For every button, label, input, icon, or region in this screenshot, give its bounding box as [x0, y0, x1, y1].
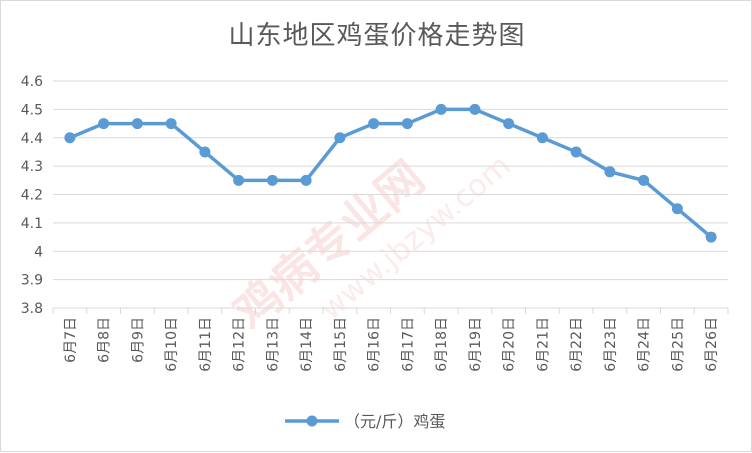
x-tick-label: 6月21日: [535, 317, 551, 372]
data-point: [503, 118, 515, 130]
data-point: [266, 174, 278, 186]
x-tick-label: 6月17日: [400, 317, 416, 372]
x-tick-label: 6月9日: [130, 317, 146, 363]
y-tick-label: 4.4: [21, 131, 43, 147]
x-tick-label: 6月7日: [63, 317, 79, 363]
legend-marker: [306, 415, 318, 427]
x-tick-label: 6月15日: [333, 317, 349, 372]
y-tick-label: 4.1: [21, 216, 43, 232]
x-tick-label: 6月18日: [434, 317, 450, 372]
x-tick-label: 6月8日: [97, 317, 113, 363]
data-point: [604, 166, 616, 178]
series-layer: [64, 103, 717, 243]
data-point: [671, 203, 683, 215]
data-point: [536, 132, 548, 144]
data-point: [570, 146, 582, 158]
data-point: [334, 132, 346, 144]
x-tick-label: 6月16日: [367, 317, 383, 372]
x-axis: 6月7日 6月8日 6月9日 6月10日 6月11日 6月12日 6月13日 6月14日 6月1…: [52, 308, 729, 372]
y-tick-label: 3.8: [21, 301, 43, 317]
x-tick-label: 6月13日: [265, 317, 281, 372]
series-line: [69, 107, 713, 239]
data-point: [638, 174, 650, 186]
data-point: [199, 146, 211, 158]
legend-label: （元/斤）鸡蛋: [344, 412, 445, 431]
x-tick-label: 6月12日: [232, 317, 248, 372]
y-tick-label: 4: [34, 244, 43, 260]
y-tick-label: 4.6: [21, 74, 43, 90]
y-axis-ticks: 3.8 3.9 4 4.1 4.2 4.3 4.4 4.5 4.6: [21, 74, 43, 317]
data-point: [401, 118, 413, 130]
y-tick-label: 4.5: [21, 102, 43, 118]
x-tick-label: 6月24日: [637, 317, 653, 372]
y-tick-label: 4.3: [21, 159, 43, 175]
grid-lines: [53, 80, 728, 309]
data-point: [705, 231, 717, 243]
x-tick-label: 6月23日: [603, 317, 619, 372]
data-point: [368, 118, 380, 130]
data-point: [64, 132, 76, 144]
x-tick-label: 6月22日: [569, 317, 585, 372]
y-tick-label: 3.9: [21, 273, 43, 289]
x-tick-label: 6月14日: [299, 317, 315, 372]
data-point: [469, 103, 481, 115]
data-point: [233, 174, 245, 186]
x-tick-label: 6月25日: [670, 317, 686, 372]
x-tick-label: 6月19日: [468, 317, 484, 372]
x-tick-label: 6月20日: [502, 317, 518, 372]
chart-title: 山东地区鸡蛋价格走势图: [228, 21, 526, 51]
x-tick-label: 6月26日: [704, 317, 720, 372]
data-point: [98, 118, 110, 130]
x-tick-label: 6月10日: [164, 317, 180, 372]
data-point: [435, 103, 447, 115]
data-point: [131, 118, 143, 130]
x-tick-label: 6月11日: [198, 317, 214, 372]
legend: （元/斤）鸡蛋: [285, 412, 445, 431]
data-point: [300, 174, 312, 186]
y-tick-label: 4.2: [21, 188, 43, 204]
data-point: [165, 118, 177, 130]
